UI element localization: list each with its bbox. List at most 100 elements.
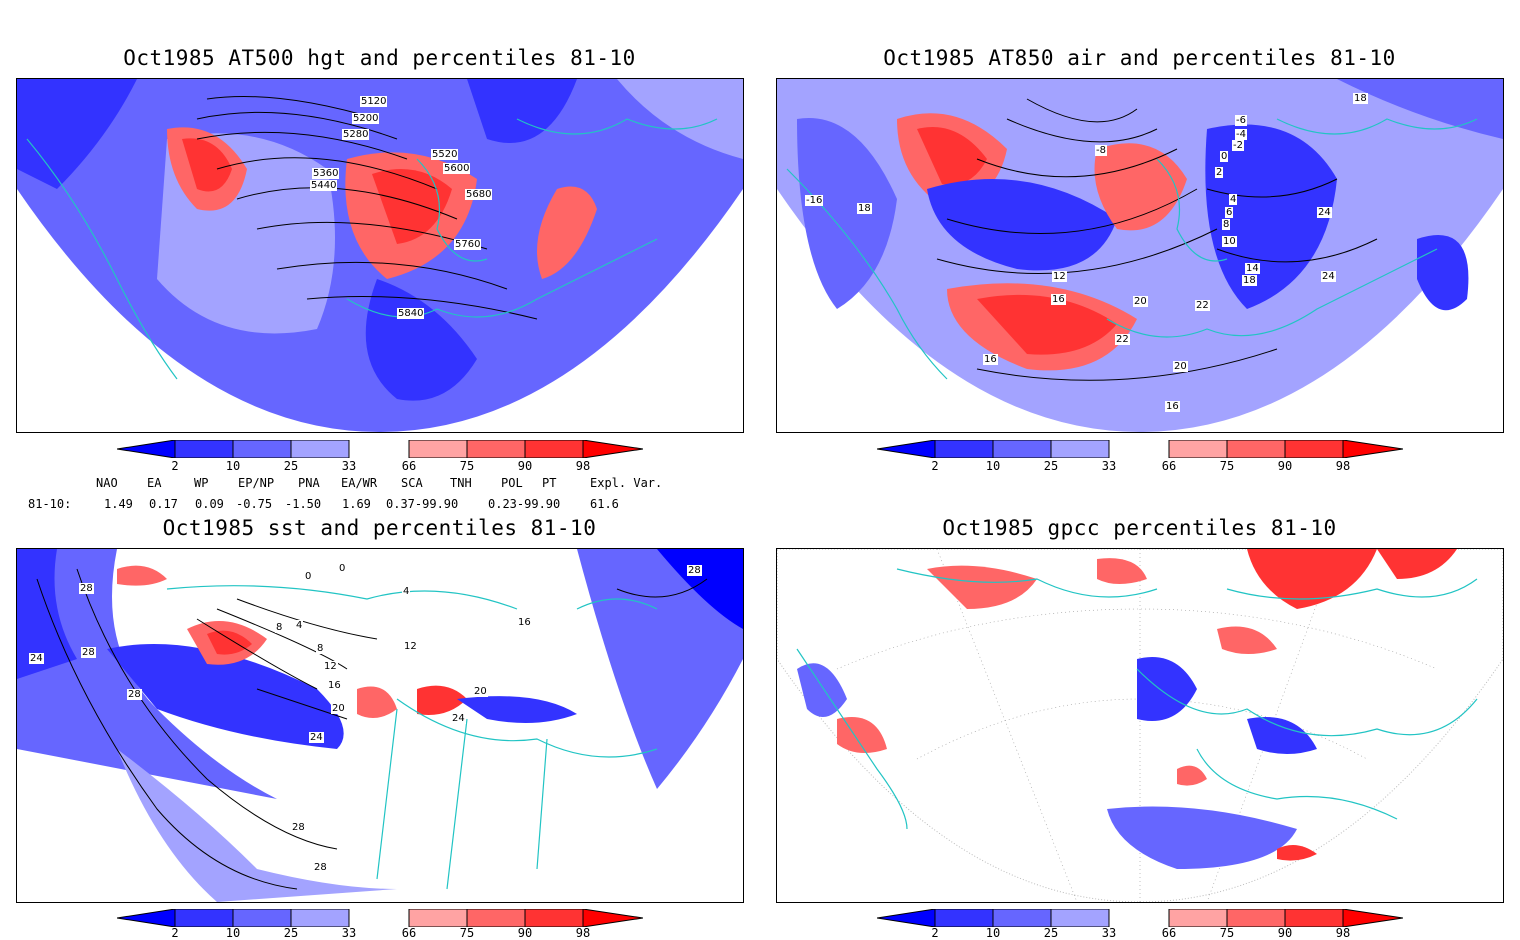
map-gpcc-svg (777, 549, 1503, 902)
contour-label: 24 (1321, 271, 1336, 282)
index-row-label: 81-10: (28, 497, 72, 511)
contour-label: 24 (451, 713, 466, 724)
colorbar-tick: 33 (1101, 926, 1117, 940)
colorbar-tick: 75 (1219, 459, 1235, 473)
contour-label: 28 (687, 565, 702, 576)
contour-label: 5680 (465, 189, 493, 200)
contour-label: 12 (403, 641, 418, 652)
contour-label: 18 (1353, 93, 1368, 104)
index-value-wp: 0.09 (195, 497, 224, 511)
map-sst: 0 0 4 8 4 8 12 16 20 24 28 28 24 28 28 2… (16, 548, 744, 903)
colorbar-top-right (877, 440, 1403, 458)
colorbar-tick: 25 (1043, 926, 1059, 940)
contour-label: 20 (331, 703, 346, 714)
index-header-pol: POL (501, 476, 523, 490)
colorbar-tick: 75 (1219, 926, 1235, 940)
index-header-epnp: EP/NP (238, 476, 275, 490)
index-header-sca: SCA (401, 476, 423, 490)
colorbar-tick: 90 (1277, 459, 1293, 473)
contour-label: 8 (316, 643, 325, 654)
map-air-svg (777, 79, 1503, 432)
colorbar-tick: 25 (283, 926, 299, 940)
map-hgt-svg (17, 79, 743, 432)
contour-label: 20 (1133, 296, 1148, 307)
contour-label: 22 (1195, 300, 1210, 311)
contour-label: 0 (304, 571, 313, 582)
contour-label: 16 (983, 354, 998, 365)
map-sst-svg (17, 549, 743, 902)
contour-label: 8 (275, 622, 284, 633)
contour-label: 22 (1115, 334, 1130, 345)
contour-label: 28 (127, 689, 142, 700)
colorbar-tick: 98 (575, 926, 591, 940)
contour-label: 5520 (431, 149, 459, 160)
contour-label: 20 (473, 686, 488, 697)
panel-title-gpcc: Oct1985 gpcc percentiles 81-10 (942, 516, 1337, 540)
index-value-ea: 0.17 (149, 497, 178, 511)
contour-label: 24 (1317, 207, 1332, 218)
contour-label: 5280 (342, 129, 370, 140)
colorbar-tick: 98 (1335, 926, 1351, 940)
contour-label: 14 (1245, 263, 1260, 274)
panel-title-sst: Oct1985 sst and percentiles 81-10 (162, 516, 597, 540)
colorbar-tick: 75 (459, 459, 475, 473)
colorbar-bottom-right (877, 909, 1403, 927)
contour-label: 28 (291, 822, 306, 833)
panel-title-air: Oct1985 AT850 air and percentiles 81-10 (883, 46, 1396, 70)
colorbar-tick: 33 (1101, 459, 1117, 473)
index-header-pna: PNA (298, 476, 320, 490)
contour-label: 24 (29, 653, 44, 664)
contour-label: 12 (1052, 271, 1067, 282)
colorbar-tick: 25 (283, 459, 299, 473)
index-header-tnh: TNH (450, 476, 472, 490)
contour-label: -16 (805, 195, 824, 206)
colorbar-tick: 10 (985, 926, 1001, 940)
index-header-wp: WP (194, 476, 209, 490)
contour-label: 18 (857, 203, 872, 214)
contour-label: 8 (1222, 219, 1231, 230)
index-header-pt: PT (542, 476, 557, 490)
contour-label: 5760 (454, 239, 482, 250)
index-header-nao: NAO (96, 476, 118, 490)
colorbar-tick: 33 (341, 459, 357, 473)
colorbar-tick: 2 (171, 926, 179, 940)
colorbar-tick: 90 (517, 926, 533, 940)
colorbar-tick: 2 (931, 459, 939, 473)
contour-label: 6 (1225, 207, 1234, 218)
contour-label: -6 (1235, 115, 1247, 126)
contour-label: 16 (1165, 401, 1180, 412)
contour-label: 2 (1215, 167, 1224, 178)
colorbar-tick: 90 (1277, 926, 1293, 940)
contour-label: 4 (402, 586, 411, 597)
contour-label: -2 (1232, 140, 1244, 151)
colorbar-tick: 66 (401, 459, 417, 473)
colorbar-tick: 33 (341, 926, 357, 940)
index-value-pol-pt: 0.23-99.90 (488, 497, 561, 511)
contour-label: 16 (517, 617, 532, 628)
colorbar-tick: 25 (1043, 459, 1059, 473)
contour-label: 4 (295, 620, 304, 631)
colorbar-tick: 75 (459, 926, 475, 940)
contour-label: 10 (1222, 236, 1237, 247)
map-gpcc (776, 548, 1504, 903)
contour-label: 28 (313, 862, 328, 873)
index-value-nao: 1.49 (104, 497, 133, 511)
map-air: -6 -4 -2 0 2 4 6 8 10 12 14 16 18 20 22 … (776, 78, 1504, 433)
colorbar-tick: 66 (1161, 459, 1177, 473)
colorbar-tick: 10 (225, 459, 241, 473)
colorbar-tick: 98 (1335, 459, 1351, 473)
index-value-eawr: 1.69 (342, 497, 371, 511)
panel-title-hgt: Oct1985 AT500 hgt and percentiles 81-10 (123, 46, 636, 70)
contour-label: 16 (327, 680, 342, 691)
contour-label: -4 (1235, 129, 1247, 140)
contour-label: 5360 (312, 168, 340, 179)
index-value-pna: -1.50 (285, 497, 322, 511)
index-header-explvar: Expl. Var. (590, 476, 663, 490)
index-value-sca-tnh: 0.37-99.90 (386, 497, 459, 511)
contour-label: 28 (81, 647, 96, 658)
colorbar-tick: 2 (171, 459, 179, 473)
index-value-explvar: 61.6 (590, 497, 619, 511)
map-hgt: 5120 5200 5280 5360 5440 5520 5600 5680 … (16, 78, 744, 433)
colorbar-top-left (117, 440, 643, 458)
contour-label: 5440 (310, 180, 338, 191)
